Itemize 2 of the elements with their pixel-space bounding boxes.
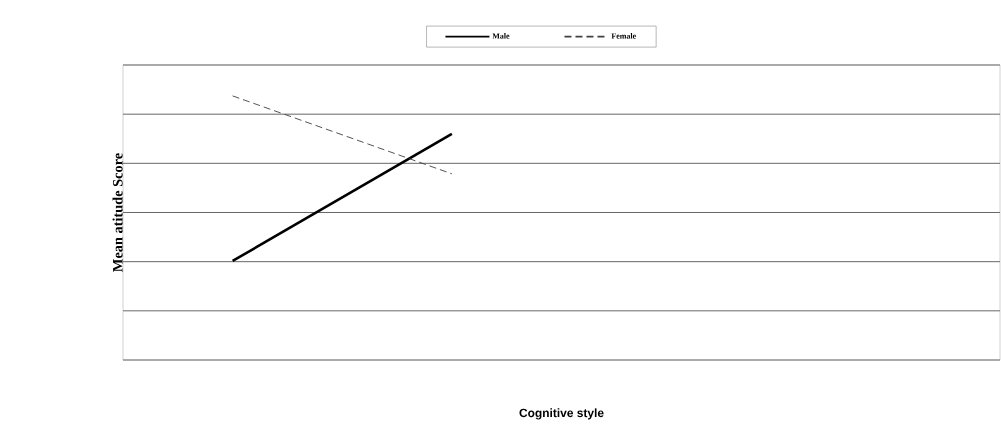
- y-axis-title: Mean atitude Score: [112, 153, 123, 272]
- x-axis-title: Cognitive style: [519, 408, 604, 420]
